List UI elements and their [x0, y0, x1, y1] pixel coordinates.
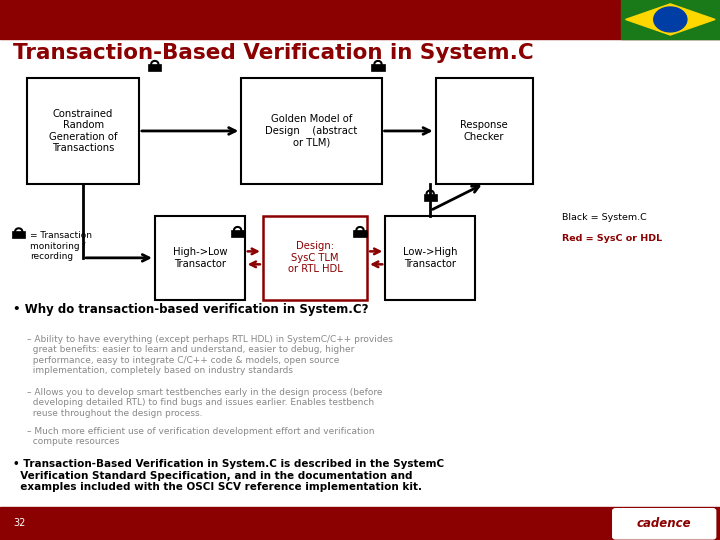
Bar [12, 232, 25, 239]
Bar [354, 230, 366, 237]
Text: – Ability to have everything (except perhaps RTL HDL) in SystemC/C++ provides
  : – Ability to have everything (except per… [27, 335, 393, 375]
Text: • Transaction-Based Verification in System.C is described in the SystemC
  Verif: • Transaction-Based Verification in Syst… [13, 459, 444, 492]
Bar [423, 193, 437, 200]
Bar [0, 0, 720, 39]
Text: 32: 32 [13, 518, 25, 528]
Bar [27, 78, 139, 184]
Text: Black = System.C: Black = System.C [562, 213, 647, 221]
Bar [372, 64, 384, 71]
Bar [436, 78, 533, 184]
Text: Constrained
Random
Generation of
Transactions: Constrained Random Generation of Transac… [49, 109, 117, 153]
Text: – Allows you to develop smart testbenches early in the design process (before
  : – Allows you to develop smart testbenche… [27, 388, 383, 417]
Bar [621, 0, 720, 39]
Bar [385, 216, 475, 300]
Text: Design:
SysC TLM
or RTL HDL: Design: SysC TLM or RTL HDL [287, 241, 343, 274]
Circle shape [654, 7, 687, 32]
Bar [155, 216, 245, 300]
Bar [0, 507, 720, 540]
Polygon shape [626, 4, 715, 35]
Text: • Why do transaction-based verification in System.C?: • Why do transaction-based verification … [13, 303, 369, 316]
Bar [148, 64, 161, 71]
Bar [263, 216, 367, 300]
Bar [241, 78, 382, 184]
Text: Transaction-Based Verification in System.C: Transaction-Based Verification in System… [13, 43, 534, 63]
Text: Golden Model of
Design    (abstract
or TLM): Golden Model of Design (abstract or TLM) [265, 114, 358, 147]
Text: Red = SysC or HDL: Red = SysC or HDL [562, 234, 662, 243]
Text: – Much more efficient use of verification development effort and verification
  : – Much more efficient use of verificatio… [27, 427, 375, 446]
Text: Response
Checker: Response Checker [460, 120, 508, 141]
Text: Low->High
Transactor: Low->High Transactor [403, 247, 457, 269]
Bar [231, 230, 244, 237]
Text: High->Low
Transactor: High->Low Transactor [173, 247, 227, 269]
FancyBboxPatch shape [613, 509, 716, 539]
Text: = Transaction
monitoring /
recording: = Transaction monitoring / recording [30, 231, 92, 261]
Text: cadence: cadence [636, 517, 691, 530]
